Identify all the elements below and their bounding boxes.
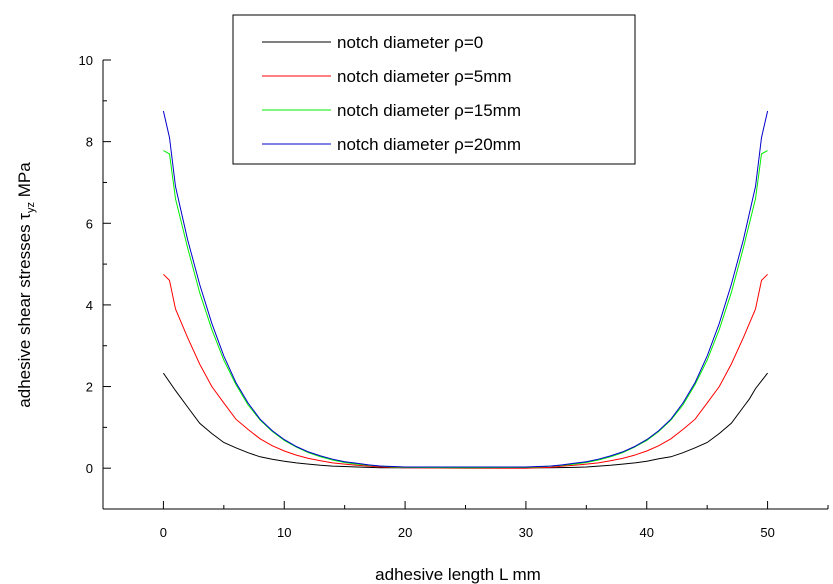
y-axis-title-subscript: yz xyxy=(25,202,37,213)
series-line-1 xyxy=(162,372,768,469)
legend: notch diameter ρ=0 notch diameter ρ=5mm no… xyxy=(232,14,636,165)
y-axis-title: adhesive shear stresses τyz MPa xyxy=(15,162,37,408)
x-axis-title: adhesive length L mm xyxy=(375,565,541,584)
legend-label-3: notch diameter ρ=15mm xyxy=(337,101,521,120)
axes: 0 10 20 30 40 50 0 2 4 6 8 10 xyxy=(79,53,829,540)
x-tick-label: 40 xyxy=(640,525,654,540)
y-tick-label: 0 xyxy=(86,461,93,476)
y-axis-title-main: adhesive shear stresses xyxy=(15,220,34,408)
y-tick-label: 10 xyxy=(79,53,93,68)
y-tick-label: 8 xyxy=(86,135,93,150)
x-tick-label: 50 xyxy=(760,525,774,540)
y-tick-label: 2 xyxy=(86,380,93,395)
legend-label-4: notch diameter ρ=20mm xyxy=(337,135,521,154)
legend-label-1: notch diameter ρ=0 xyxy=(337,33,483,52)
series-line-2 xyxy=(163,273,768,469)
legend-box xyxy=(232,14,636,165)
plot-lines xyxy=(162,110,769,469)
y-tick-label: 6 xyxy=(86,216,93,231)
y-tick-label: 4 xyxy=(86,298,93,313)
x-tick-label: 30 xyxy=(519,525,533,540)
y-axis-title-unit: MPa xyxy=(15,162,34,202)
x-tick-label: 10 xyxy=(277,525,291,540)
legend-label-2: notch diameter ρ=5mm xyxy=(337,67,512,86)
x-tick-label: 20 xyxy=(398,525,412,540)
x-tick-label: 0 xyxy=(160,525,167,540)
series-line-4 xyxy=(162,110,769,468)
series-line-3 xyxy=(163,150,768,469)
y-axis-title-symbol: τ xyxy=(15,213,34,220)
